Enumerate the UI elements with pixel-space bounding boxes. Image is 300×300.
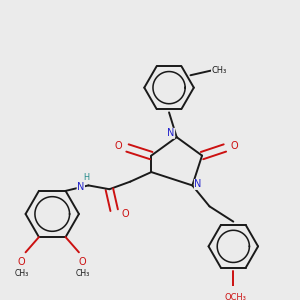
Text: H: H (83, 173, 90, 182)
Text: O: O (122, 209, 129, 219)
Text: N: N (167, 128, 175, 138)
Text: N: N (77, 182, 85, 192)
Text: O: O (18, 257, 26, 267)
Text: O: O (231, 141, 238, 151)
Text: CH₃: CH₃ (212, 66, 227, 75)
Text: O: O (79, 257, 86, 267)
Text: CH₃: CH₃ (15, 269, 29, 278)
Text: N: N (194, 179, 202, 190)
Text: OCH₃: OCH₃ (224, 293, 246, 300)
Text: O: O (114, 141, 122, 151)
Text: CH₃: CH₃ (76, 269, 90, 278)
